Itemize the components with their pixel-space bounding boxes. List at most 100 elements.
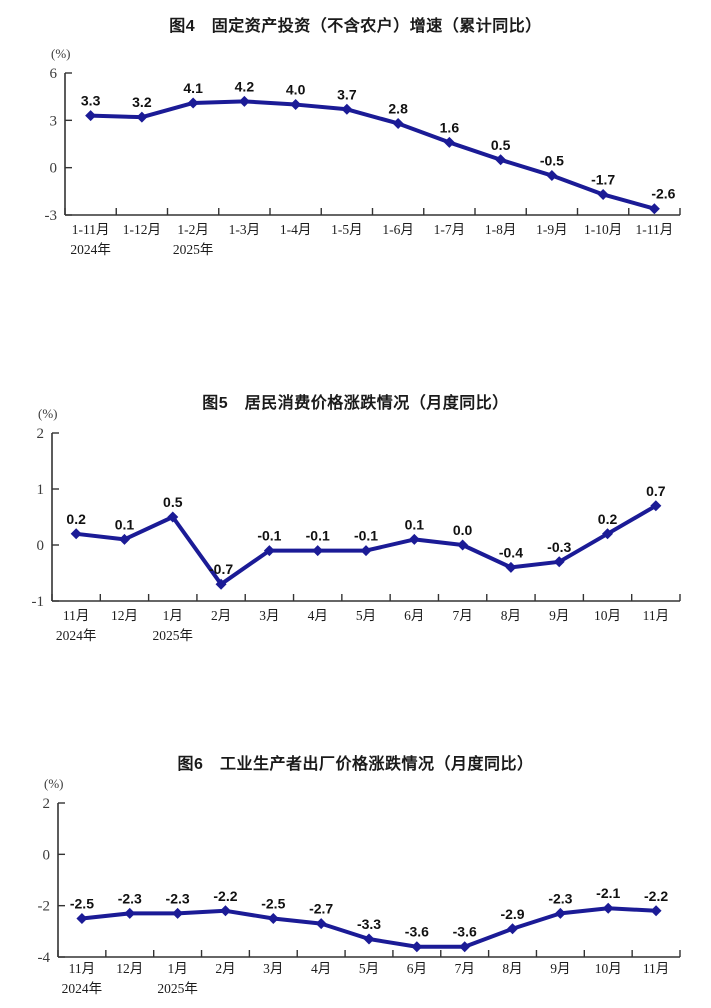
y-tick-label: 3	[50, 113, 58, 129]
data-point-label: -1.7	[591, 171, 615, 187]
data-point-marker	[238, 95, 250, 107]
data-point-marker	[650, 500, 662, 512]
y-tick-label: -2	[38, 899, 51, 915]
data-point-label: 3.3	[81, 93, 101, 109]
data-point-label: -0.1	[257, 528, 281, 544]
data-point-label: -0.3	[547, 539, 571, 555]
x-tick-label: 1-4月	[280, 222, 312, 237]
x-tick-label: 4月	[308, 608, 328, 623]
data-point-label: 0.1	[405, 516, 425, 532]
data-point-marker	[263, 545, 275, 557]
data-point-marker	[602, 528, 614, 540]
data-point-marker	[408, 533, 420, 545]
data-point-label: -0.4	[499, 544, 523, 560]
figure5-line-chart: (%) 2 1 0 -1 11月 12月 1月 2月 3月 4月 5月 6月 7月 8月 9月 10月 11月 20…	[32, 406, 681, 643]
y-axis-unit-label: (%)	[44, 776, 64, 791]
data-point-label: -2.5	[261, 896, 285, 912]
x-tick-label: 6月	[407, 961, 427, 976]
y-tick-label: 2	[37, 426, 45, 442]
data-point-marker	[459, 941, 471, 953]
x-tick-label: 12月	[116, 961, 143, 976]
y-tick-label: -3	[45, 208, 58, 224]
data-point-label: -0.1	[354, 528, 378, 544]
data-point-marker	[363, 933, 375, 945]
data-point-marker	[392, 117, 404, 129]
x-tick-label: 11月	[643, 608, 670, 623]
y-axis-unit-label: (%)	[51, 46, 71, 61]
x-tick-label: 8月	[501, 608, 521, 623]
x-tick-label: 11月	[63, 608, 90, 623]
figure6-title: 图6 工业生产者出厂价格涨跌情况（月度同比）	[177, 756, 534, 773]
y-tick-label: 1	[37, 482, 45, 498]
x-tick-label: 7月	[452, 608, 472, 623]
year-label: 2025年	[173, 242, 214, 257]
data-point-label: -0.7	[209, 561, 233, 577]
x-tick-label: 1-10月	[584, 222, 622, 237]
data-point-label: 0.0	[453, 522, 473, 538]
x-tick-label: 5月	[356, 608, 376, 623]
x-tick-label: 11月	[643, 961, 670, 976]
data-point-marker	[495, 154, 507, 166]
data-point-marker	[312, 545, 324, 557]
data-point-label: 4.2	[235, 78, 255, 94]
data-point-label: -2.3	[166, 890, 190, 906]
data-point-label: 1.6	[440, 119, 460, 135]
year-label: 2024年	[56, 628, 97, 643]
data-point-label: 4.0	[286, 82, 306, 98]
data-point-marker	[505, 561, 517, 573]
x-tick-label: 1-5月	[331, 222, 363, 237]
y-tick-label: 0	[50, 161, 58, 177]
data-point-label: 0.5	[491, 137, 511, 153]
data-point-label: 0.2	[598, 511, 618, 527]
x-tick-label: 3月	[259, 608, 279, 623]
data-point-marker	[360, 545, 372, 557]
year-label: 2024年	[70, 242, 111, 257]
data-point-marker	[341, 103, 353, 115]
data-point-marker	[124, 907, 136, 919]
data-point-label: -2.9	[500, 906, 524, 922]
year-label: 2025年	[157, 981, 198, 996]
x-tick-label: 1-2月	[177, 222, 209, 237]
y-tick-label: 2	[43, 796, 51, 812]
data-point-label: 0.2	[66, 511, 86, 527]
figure4-line-chart: (%) 6 3 0 -3 1-11月 1-12月 1-2月 1-3月 1-4月 1-5月 1-6月 1-…	[45, 46, 681, 257]
data-point-marker	[554, 907, 566, 919]
data-point-marker	[602, 902, 614, 914]
data-point-label: -3.3	[357, 916, 381, 932]
y-tick-label: -1	[32, 594, 45, 610]
x-tick-label: 4月	[311, 961, 331, 976]
data-point-marker	[167, 511, 179, 523]
data-point-marker	[85, 110, 97, 122]
y-tick-label: 0	[43, 847, 51, 863]
data-point-label: 2.8	[388, 100, 408, 116]
x-tick-label: 1-3月	[229, 222, 261, 237]
data-point-label: -2.7	[309, 901, 333, 917]
x-tick-label: 2月	[211, 608, 231, 623]
data-point-marker	[267, 913, 279, 924]
data-point-marker	[457, 539, 469, 551]
data-point-marker	[546, 170, 558, 182]
x-tick-label: 7月	[455, 961, 475, 976]
data-point-marker	[172, 907, 184, 919]
x-tick-label: 8月	[502, 961, 522, 976]
data-point-label: -2.2	[213, 888, 237, 904]
data-point-marker	[650, 905, 662, 917]
y-axis-unit-label: (%)	[38, 406, 58, 421]
y-tick-label: 6	[50, 66, 58, 82]
y-tick-label: 0	[37, 538, 45, 554]
year-label: 2025年	[153, 628, 194, 643]
x-tick-label: 1-6月	[382, 222, 414, 237]
data-point-label: -0.1	[306, 528, 330, 544]
x-tick-label: 9月	[550, 961, 570, 976]
data-point-label: -0.5	[540, 153, 564, 169]
data-point-label: -2.1	[596, 885, 620, 901]
data-point-label: 0.1	[115, 516, 135, 532]
y-tick-label: -4	[38, 950, 51, 966]
data-point-marker	[411, 941, 423, 953]
data-point-label: -2.6	[651, 186, 675, 202]
x-tick-label: 10月	[594, 608, 621, 623]
data-point-marker	[70, 528, 82, 540]
data-point-label: -2.2	[644, 888, 668, 904]
data-point-label: 3.2	[132, 94, 152, 110]
